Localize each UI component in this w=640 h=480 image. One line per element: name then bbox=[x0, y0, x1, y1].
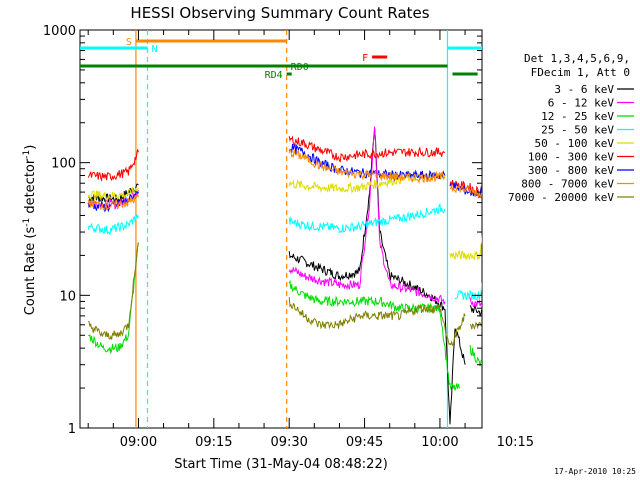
legend-label-5: 100 - 300 keV bbox=[528, 151, 614, 164]
series-line-3-segment-1 bbox=[288, 202, 446, 234]
series-line-2-segment-1 bbox=[288, 279, 461, 391]
series-line-8-segment-0 bbox=[88, 242, 139, 340]
y-axis-label-base: Count Rate (s bbox=[23, 227, 38, 316]
flag-label-3: F bbox=[362, 53, 368, 64]
timestamp: 17-Apr-2010 10:25 bbox=[554, 467, 636, 476]
y-axis-label-sup2: -1 bbox=[22, 150, 32, 159]
y-axis-label-end: ) bbox=[23, 145, 38, 150]
x-tick-label-5: 10:15 bbox=[497, 435, 534, 450]
series-line-4-segment-2 bbox=[449, 233, 482, 261]
series-line-3-segment-0 bbox=[87, 214, 139, 236]
series-line-2-segment-2 bbox=[469, 344, 482, 367]
flag-label-4: RD0 bbox=[291, 62, 309, 73]
y-axis-label-sup1: -1 bbox=[22, 218, 32, 227]
legend-label-6: 300 - 800 keV bbox=[528, 164, 614, 177]
series-line-4-segment-0 bbox=[87, 186, 139, 201]
series-line-0-segment-2 bbox=[469, 304, 482, 318]
x-tick-label-4: 10:00 bbox=[421, 435, 458, 450]
legend-label-7: 800 - 7000 keV bbox=[521, 178, 614, 191]
series-line-2-segment-0 bbox=[88, 242, 139, 355]
axes: 1 10 100 1000 09:00 09:15 09:30 09:45 10:00 10:15 bbox=[43, 24, 534, 450]
x-tick-label-1: 09:15 bbox=[195, 435, 232, 450]
legend-label-3: 25 - 50 keV bbox=[541, 124, 614, 137]
flag-label-0: S bbox=[126, 37, 132, 48]
series-line-5-segment-1 bbox=[288, 135, 446, 163]
legend-label-1: 6 - 12 keV bbox=[548, 97, 615, 110]
legend: Det 1,3,4,5,6,9, FDecim 1, Att 0 3 - 6 k… bbox=[508, 52, 634, 204]
series-line-8-segment-1 bbox=[288, 297, 466, 347]
legend-label-8: 7000 - 20000 keV bbox=[508, 191, 614, 204]
y-axis-label: Count Rate (s-1 detector-1) bbox=[22, 145, 38, 316]
legend-label-4: 50 - 100 keV bbox=[535, 137, 615, 150]
series-line-1-segment-2 bbox=[469, 297, 482, 308]
series-line-7-segment-0 bbox=[87, 192, 139, 211]
y-tick-label-3: 1000 bbox=[43, 24, 76, 39]
plot-area bbox=[80, 30, 482, 428]
series-line-0-segment-0 bbox=[87, 183, 139, 204]
x-tick-label-3: 09:45 bbox=[346, 435, 383, 450]
y-tick-label-1: 10 bbox=[59, 289, 76, 304]
series-line-3-segment-2 bbox=[454, 282, 482, 301]
flag-label-6: RD4 bbox=[265, 70, 283, 81]
x-tick-label-0: 09:00 bbox=[120, 435, 157, 450]
series-line-1-segment-1 bbox=[288, 126, 446, 305]
legend-title-line-2: FDecim 1, Att 0 bbox=[531, 66, 630, 79]
x-axis-label: Start Time (31-May-04 08:48:22) bbox=[174, 457, 388, 472]
series-line-7-segment-2 bbox=[449, 183, 482, 199]
series-line-6-segment-1 bbox=[288, 143, 446, 182]
series-line-7-segment-1 bbox=[288, 149, 446, 184]
y-tick-label-2: 100 bbox=[51, 157, 76, 172]
y-axis-label-mid: detector bbox=[23, 158, 38, 218]
flag-label-1: N bbox=[151, 44, 157, 55]
legend-title-line-1: Det 1,3,4,5,6,9, bbox=[524, 52, 630, 65]
legend-label-0: 3 - 6 keV bbox=[554, 83, 614, 96]
y-tick-label-0: 1 bbox=[68, 422, 76, 437]
series-line-8-segment-2 bbox=[469, 321, 482, 331]
plot-frame bbox=[79, 29, 483, 429]
series-line-5-segment-0 bbox=[87, 149, 139, 182]
legend-label-2: 12 - 25 keV bbox=[541, 110, 614, 123]
x-tick-label-2: 09:30 bbox=[270, 435, 307, 450]
chart-title: HESSI Observing Summary Count Rates bbox=[130, 4, 429, 22]
